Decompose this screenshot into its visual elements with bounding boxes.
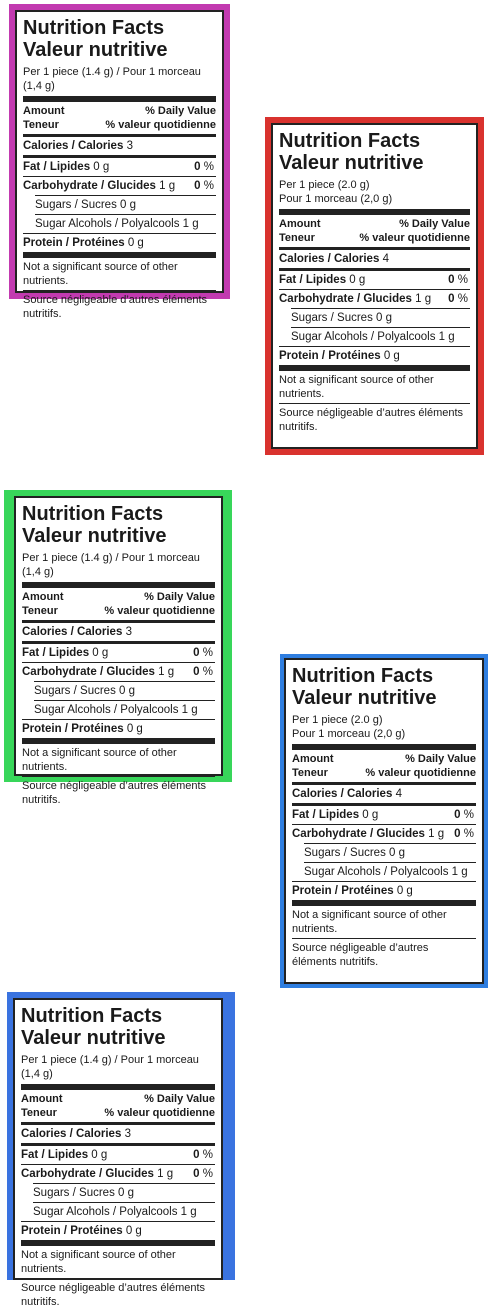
protein-row: Protein / Protéines 0 g bbox=[23, 237, 144, 249]
calories-row: Calories / Calories 4 bbox=[292, 788, 402, 800]
footnote-en: Not a significant source of other nutrie… bbox=[22, 747, 177, 773]
amount-label: Amount bbox=[279, 218, 321, 230]
sugars-row: Sugars / Sucres 0 g bbox=[304, 847, 406, 859]
sugar-alcohols-row: Sugar Alcohols / Polyalcools 1 g bbox=[33, 1206, 197, 1218]
column-header: Amount Teneur % Daily Value % valeur quoti… bbox=[23, 102, 216, 134]
nutrition-facts-label: Nutrition Facts Valeur nutritive Per 1 p… bbox=[13, 998, 223, 1308]
sugar-alcohols-row: Sugar Alcohols / Polyalcools 1 g bbox=[35, 218, 199, 230]
protein-row: Protein / Protéines 0 g bbox=[292, 885, 413, 897]
daily-value-en: % Daily Value bbox=[144, 1093, 215, 1105]
sugars-row: Sugars / Sucres 0 g bbox=[291, 312, 393, 324]
sugars-row: Sugars / Sucres 0 g bbox=[34, 685, 136, 697]
calories-row: Calories / Calories 3 bbox=[22, 626, 132, 638]
column-header: Amount Teneur % Daily Value % valeur quoti… bbox=[292, 750, 476, 782]
column-header: Amount Teneur % Daily Value % valeur quoti… bbox=[279, 215, 470, 247]
teneur-label: Teneur bbox=[23, 119, 59, 131]
nutrition-facts-label: Nutrition Facts Valeur nutritive Per 1 p… bbox=[271, 123, 478, 449]
package-panel-blue-2: Nutrition Facts Valeur nutritive Per 1 p… bbox=[7, 992, 235, 1308]
sugars-row: Sugars / Sucres 0 g bbox=[33, 1187, 135, 1199]
serving-size: Per 1 piece (2.0 g) Pour 1 morceau (2,0 g… bbox=[292, 714, 406, 740]
protein-row: Protein / Protéines 0 g bbox=[22, 723, 143, 735]
label-title-en: Nutrition Facts bbox=[21, 1005, 163, 1027]
daily-value-fr: % valeur quotidienne bbox=[365, 767, 476, 779]
label-title-fr: Valeur nutritive bbox=[279, 152, 424, 174]
sugar-alcohols-row: Sugar Alcohols / Polyalcools 1 g bbox=[34, 704, 198, 716]
teneur-label: Teneur bbox=[22, 605, 58, 617]
amount-label: Amount bbox=[21, 1093, 63, 1105]
footnote-fr: Source négligeable d’autres éléments nut… bbox=[21, 1282, 206, 1308]
calories-row: Calories / Calories 3 bbox=[23, 140, 133, 152]
sugar-alcohols-row: Sugar Alcohols / Polyalcools 1 g bbox=[291, 331, 455, 343]
amount-label: Amount bbox=[22, 591, 64, 603]
footnote-fr: Source négligeable d’autres éléments nut… bbox=[292, 942, 429, 968]
calories-row: Calories / Calories 3 bbox=[21, 1128, 131, 1140]
label-title-en: Nutrition Facts bbox=[292, 665, 434, 687]
column-header: Amount Teneur % Daily Value % valeur quoti… bbox=[21, 1090, 215, 1122]
label-title-en: Nutrition Facts bbox=[279, 130, 421, 152]
footnote-en: Not a significant source of other nutrie… bbox=[23, 261, 178, 287]
label-title-fr: Valeur nutritive bbox=[23, 39, 168, 61]
footnote-en: Not a significant source of other nutrie… bbox=[292, 909, 447, 935]
footnote-fr: Source négligeable d’autres éléments nut… bbox=[279, 407, 464, 433]
daily-value-en: % Daily Value bbox=[405, 753, 476, 765]
footnote-fr: Source négligeable d’autres éléments nut… bbox=[22, 780, 207, 806]
label-title-en: Nutrition Facts bbox=[23, 17, 165, 39]
teneur-label: Teneur bbox=[21, 1107, 57, 1119]
column-header: Amount Teneur % Daily Value % valeur quoti… bbox=[22, 588, 215, 620]
daily-value-fr: % valeur quotidienne bbox=[104, 1107, 215, 1119]
package-panel-magenta: Nutrition Facts Valeur nutritive Per 1 p… bbox=[9, 4, 230, 320]
serving-size: Per 1 piece (1.4 g) / Pour 1 morceau (1,… bbox=[22, 552, 200, 578]
serving-size: Per 1 piece (1.4 g) / Pour 1 morceau (1,… bbox=[21, 1054, 199, 1080]
daily-value-en: % Daily Value bbox=[145, 105, 216, 117]
protein-row: Protein / Protéines 0 g bbox=[21, 1225, 142, 1237]
nutrition-facts-label: Nutrition Facts Valeur nutritive Per 1 p… bbox=[15, 10, 224, 320]
label-title-en: Nutrition Facts bbox=[22, 503, 164, 525]
protein-row: Protein / Protéines 0 g bbox=[279, 350, 400, 362]
teneur-label: Teneur bbox=[279, 232, 315, 244]
daily-value-en: % Daily Value bbox=[399, 218, 470, 230]
calories-row: Calories / Calories 4 bbox=[279, 253, 389, 265]
label-title-fr: Valeur nutritive bbox=[292, 687, 437, 709]
footnote-en: Not a significant source of other nutrie… bbox=[21, 1249, 176, 1275]
package-panel-blue: Nutrition Facts Valeur nutritive Per 1 p… bbox=[280, 654, 488, 988]
amount-label: Amount bbox=[292, 753, 334, 765]
nutrition-facts-label: Nutrition Facts Valeur nutritive Per 1 p… bbox=[14, 496, 223, 806]
label-title-fr: Valeur nutritive bbox=[21, 1027, 166, 1049]
footnote-en: Not a significant source of other nutrie… bbox=[279, 374, 434, 400]
sugar-alcohols-row: Sugar Alcohols / Polyalcools 1 g bbox=[304, 866, 468, 878]
amount-label: Amount bbox=[23, 105, 65, 117]
package-panel-red: Nutrition Facts Valeur nutritive Per 1 p… bbox=[265, 117, 484, 455]
teneur-label: Teneur bbox=[292, 767, 328, 779]
sugars-row: Sugars / Sucres 0 g bbox=[35, 199, 137, 211]
serving-size: Per 1 piece (1.4 g) / Pour 1 morceau (1,… bbox=[23, 66, 201, 92]
daily-value-fr: % valeur quotidienne bbox=[359, 232, 470, 244]
label-title-fr: Valeur nutritive bbox=[22, 525, 167, 547]
serving-size: Per 1 piece (2.0 g) Pour 1 morceau (2,0 g… bbox=[279, 179, 393, 205]
footnote-fr: Source négligeable d’autres éléments nut… bbox=[23, 294, 208, 320]
daily-value-fr: % valeur quotidienne bbox=[104, 605, 215, 617]
daily-value-en: % Daily Value bbox=[144, 591, 215, 603]
daily-value-fr: % valeur quotidienne bbox=[105, 119, 216, 131]
nutrition-facts-label: Nutrition Facts Valeur nutritive Per 1 p… bbox=[284, 658, 484, 984]
package-panel-green: Nutrition Facts Valeur nutritive Per 1 p… bbox=[4, 490, 232, 806]
